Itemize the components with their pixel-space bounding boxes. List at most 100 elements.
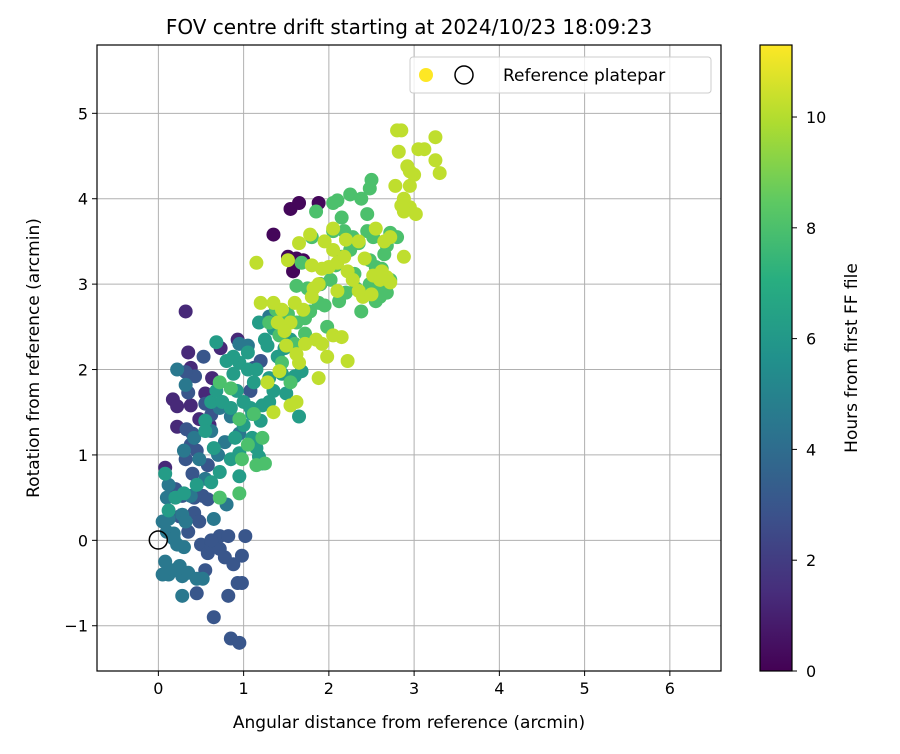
y-tick-label: 1 bbox=[78, 446, 88, 465]
colorbar: 0 2 4 6 8 10 Hours from first FF file bbox=[759, 44, 862, 681]
reference-platepar-marker bbox=[148, 530, 169, 550]
x-tick-label: 1 bbox=[239, 679, 249, 698]
data-point bbox=[260, 338, 275, 353]
data-point bbox=[206, 511, 221, 526]
data-point bbox=[428, 130, 443, 145]
data-point bbox=[204, 475, 219, 490]
data-point bbox=[260, 375, 275, 390]
data-point bbox=[232, 635, 247, 650]
data-point bbox=[198, 413, 213, 428]
data-point bbox=[390, 123, 405, 138]
legend-series-swatch bbox=[419, 68, 433, 82]
colorbar-tick-label: 4 bbox=[806, 440, 816, 459]
data-point bbox=[340, 353, 355, 368]
data-point bbox=[394, 198, 409, 213]
data-point bbox=[408, 207, 423, 222]
data-point bbox=[209, 335, 224, 350]
data-point bbox=[396, 249, 411, 264]
data-point bbox=[383, 230, 398, 245]
data-point bbox=[178, 514, 193, 529]
data-point bbox=[251, 315, 266, 330]
data-point bbox=[183, 398, 198, 413]
data-point bbox=[206, 441, 221, 456]
data-point bbox=[192, 514, 207, 529]
data-point bbox=[189, 477, 204, 492]
data-point bbox=[212, 375, 227, 390]
data-point bbox=[185, 466, 200, 481]
y-tick-label: 0 bbox=[78, 531, 88, 550]
data-point bbox=[212, 465, 227, 480]
data-point bbox=[204, 394, 219, 409]
data-point bbox=[226, 557, 241, 572]
colorbar-tick-label: 2 bbox=[806, 551, 816, 570]
data-point bbox=[223, 400, 238, 415]
x-tick-label: 3 bbox=[409, 679, 419, 698]
data-point bbox=[178, 304, 193, 319]
data-point bbox=[221, 529, 236, 544]
data-point bbox=[161, 477, 176, 492]
y-tick-label: 5 bbox=[78, 104, 88, 123]
data-point bbox=[158, 466, 173, 481]
data-point bbox=[402, 178, 417, 193]
data-point bbox=[326, 195, 341, 210]
legend-reference-swatch bbox=[454, 65, 474, 85]
data-point bbox=[283, 375, 298, 390]
data-point bbox=[175, 588, 190, 603]
data-point bbox=[303, 227, 318, 242]
data-point bbox=[296, 302, 311, 317]
data-point bbox=[334, 210, 349, 225]
x-tick-label: 0 bbox=[153, 679, 163, 698]
data-point bbox=[326, 242, 341, 257]
data-point bbox=[158, 554, 173, 569]
legend-label-reference-platepar: Reference platepar bbox=[503, 66, 665, 86]
data-point bbox=[283, 398, 298, 413]
data-point bbox=[343, 187, 358, 202]
y-axis-label: Rotation from reference (arcmin) bbox=[24, 218, 44, 498]
data-point bbox=[155, 567, 170, 582]
data-point bbox=[195, 571, 210, 586]
data-point bbox=[315, 336, 330, 351]
data-point bbox=[257, 456, 272, 471]
data-point bbox=[334, 330, 349, 345]
data-point bbox=[357, 251, 372, 266]
data-point bbox=[234, 548, 249, 563]
data-point bbox=[240, 437, 255, 452]
data-point bbox=[246, 375, 261, 390]
y-tick-label: 3 bbox=[78, 275, 88, 294]
data-point bbox=[360, 207, 375, 222]
data-point bbox=[178, 377, 193, 392]
data-point bbox=[317, 234, 332, 249]
data-point bbox=[176, 486, 191, 501]
data-point bbox=[311, 277, 326, 292]
data-point bbox=[292, 355, 307, 370]
data-point bbox=[176, 443, 191, 458]
data-point bbox=[274, 302, 289, 317]
data-point bbox=[337, 249, 352, 264]
data-point bbox=[354, 191, 369, 206]
data-point bbox=[292, 236, 307, 251]
data-point bbox=[317, 298, 332, 313]
data-point bbox=[234, 452, 249, 467]
data-point bbox=[280, 253, 295, 268]
legend: Reference platepar bbox=[409, 56, 712, 94]
x-tick-label: 2 bbox=[324, 679, 334, 698]
data-point bbox=[364, 287, 379, 302]
data-point bbox=[289, 278, 304, 293]
data-point bbox=[181, 345, 196, 360]
data-point bbox=[232, 412, 247, 427]
data-point bbox=[170, 362, 185, 377]
data-point bbox=[354, 304, 369, 319]
data-point bbox=[368, 221, 383, 236]
colorbar-tick-label: 10 bbox=[806, 108, 826, 127]
data-point bbox=[304, 258, 319, 273]
data-point bbox=[221, 588, 236, 603]
data-point bbox=[309, 204, 324, 219]
y-axis-ticks: −1 0 1 2 3 4 5 bbox=[64, 104, 97, 636]
data-point bbox=[298, 326, 312, 341]
data-point bbox=[286, 264, 301, 279]
data-point bbox=[311, 371, 326, 386]
data-point bbox=[266, 405, 281, 420]
data-point bbox=[402, 164, 417, 179]
legend-box bbox=[409, 56, 712, 94]
